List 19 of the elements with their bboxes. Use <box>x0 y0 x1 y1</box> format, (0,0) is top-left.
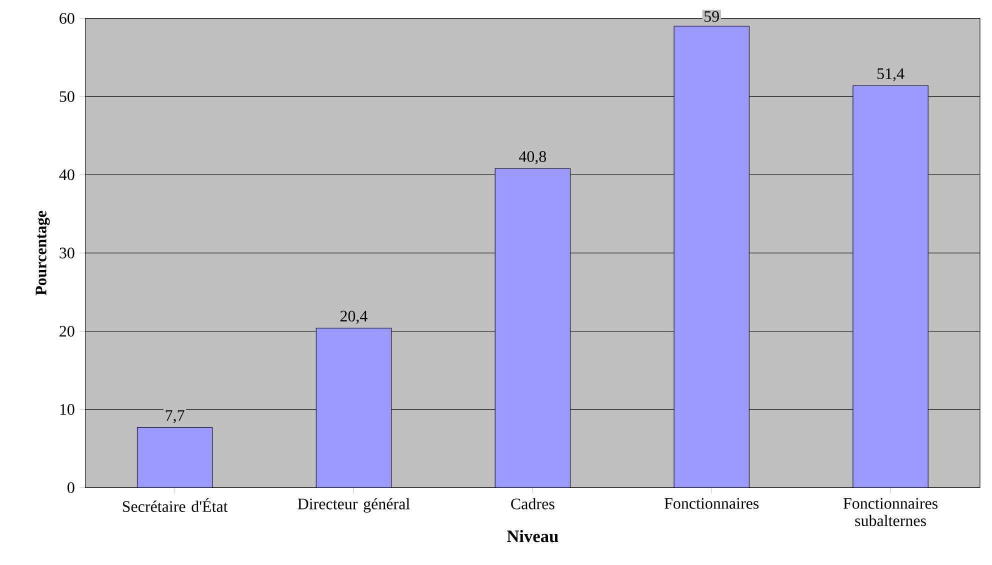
y-tick-label: 10 <box>60 404 74 415</box>
x-tick-label: Fonctionnaires subalternes <box>843 498 938 526</box>
data-label: 59 <box>704 11 719 22</box>
y-tick-label: 30 <box>60 248 74 258</box>
y-tick-label: 20 <box>60 326 74 337</box>
x-axis-title: Niveau <box>507 530 558 542</box>
data-label: 20,4 <box>340 310 368 324</box>
y-tick-label: 50 <box>60 91 74 102</box>
y-tick-label: 40 <box>59 169 74 180</box>
data-label: 40,8 <box>518 151 546 164</box>
x-tick-label: Secrétaire d'État <box>122 498 228 512</box>
data-label: 7,7 <box>166 410 184 424</box>
data-label: 51,4 <box>877 68 904 82</box>
y-tick-label: 0 <box>68 482 74 494</box>
x-tick-label: Fonctionnaires <box>664 498 759 509</box>
y-axis-title: Pourcentage <box>36 210 50 296</box>
x-tick-label: Directeur général <box>298 498 410 513</box>
x-tick-label: Cadres <box>511 498 554 510</box>
y-tick-label: 60 <box>60 12 74 24</box>
